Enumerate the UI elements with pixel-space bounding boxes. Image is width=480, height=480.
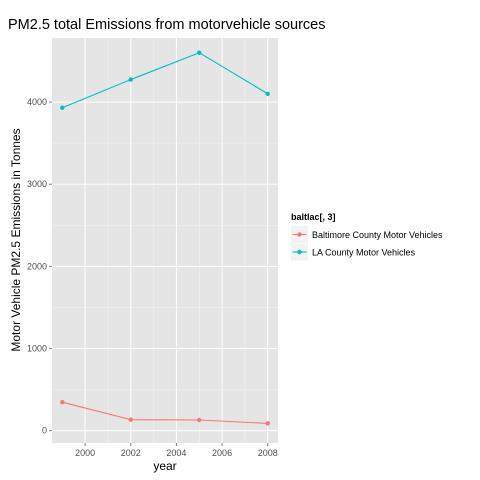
y-tick-label: 3000 [27, 179, 47, 189]
legend-label: Baltimore County Motor Vehicles [312, 230, 443, 240]
x-axis-title: year [153, 459, 176, 473]
series-layer [60, 50, 270, 426]
series-2-point [265, 91, 270, 96]
x-axis: 2000 2002 2004 2006 2008 [75, 443, 278, 458]
plot-panel [52, 38, 278, 443]
series-2-point [128, 77, 133, 82]
legend-key-point [297, 232, 302, 237]
series-1-point [265, 421, 270, 426]
series-line-2 [62, 52, 269, 109]
series-1-point [128, 417, 133, 422]
y-axis: 0 1000 2000 3000 4000 [27, 97, 52, 436]
y-tick-label: 4000 [27, 97, 47, 107]
x-tick-label: 2002 [121, 448, 141, 458]
x-tick-label: 2008 [258, 448, 278, 458]
x-tick-label: 2000 [75, 448, 95, 458]
y-tick-label: 1000 [27, 344, 47, 354]
series-2-point [197, 50, 202, 55]
legend-title: baltlac[, 3] [291, 212, 336, 222]
y-axis-title: Motor Vehicle PM2.5 Emissions in Tonnes [9, 128, 23, 351]
legend-key-point [297, 249, 302, 255]
x-tick-label: 2006 [212, 448, 232, 458]
major-grid [52, 38, 278, 443]
series-2-point [60, 105, 65, 110]
y-tick-label: 0 [42, 426, 47, 436]
series-1-point [60, 399, 65, 405]
legend: baltlac[, 3] Baltimore County Motor Vehi… [291, 212, 443, 261]
chart-title: PM2.5 total Emissions from motorvehicle … [8, 17, 326, 33]
y-tick-label: 2000 [27, 261, 47, 271]
series-line-1 [62, 401, 268, 424]
minor-grid [52, 38, 278, 443]
x-tick-label: 2004 [166, 448, 186, 458]
series-1-point [197, 417, 202, 423]
legend-label: LA County Motor Vehicles [312, 248, 416, 258]
